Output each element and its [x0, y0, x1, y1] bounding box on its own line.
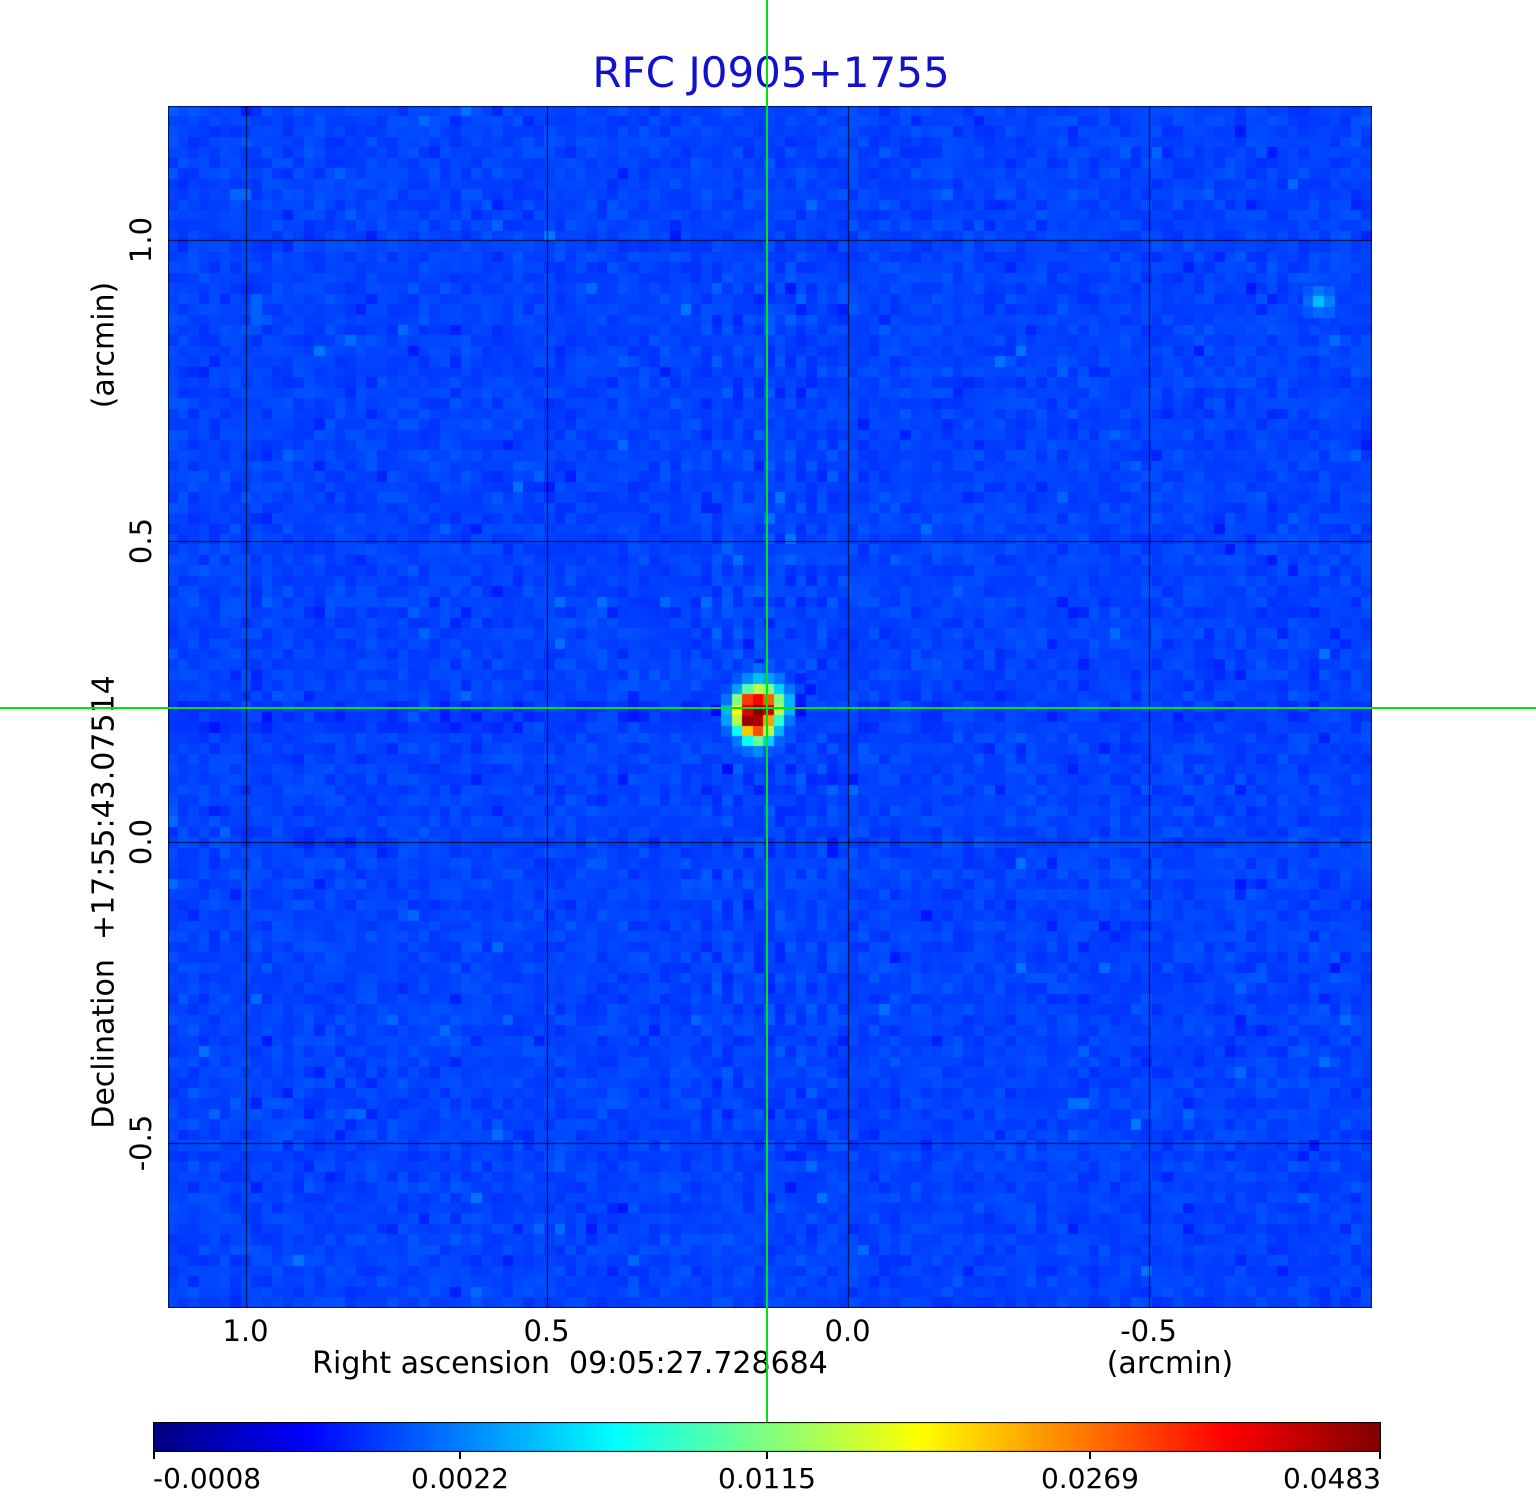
- figure-title: RFC J0905+1755: [592, 48, 950, 97]
- x-tick-label: -0.5: [1120, 1314, 1177, 1348]
- sky-map-heatmap: [168, 106, 1372, 1308]
- colorbar-tick-label: 0.0115: [718, 1462, 816, 1495]
- x-tick-label: 0.5: [523, 1314, 570, 1348]
- x-axis-label: Right ascension 09:05:27.728684: [312, 1346, 828, 1381]
- x-tick-label: 0.0: [824, 1314, 871, 1348]
- crosshair-vertical-line: [765, 0, 768, 1422]
- y-axis-unit-label: (arcmin): [86, 281, 122, 409]
- colorbar-tick: [1379, 1452, 1381, 1459]
- colorbar-tick: [1088, 1452, 1091, 1459]
- y-tick-label: -0.5: [124, 1114, 158, 1172]
- colorbar-tick: [766, 1452, 768, 1459]
- colorbar: [153, 1422, 1381, 1452]
- crosshair-horizontal-line: [0, 707, 1536, 710]
- colorbar-tick-label: 0.0483: [1283, 1462, 1381, 1495]
- y-axis-label: Declination +17:55:43.07514: [86, 675, 122, 1129]
- y-tick-label: 0.0: [124, 818, 158, 866]
- y-tick-label: 1.0: [124, 216, 158, 264]
- colorbar-tick-label: 0.0022: [411, 1462, 509, 1495]
- y-tick-label: 0.5: [124, 517, 158, 565]
- x-tick-label: 1.0: [222, 1314, 269, 1348]
- x-axis-unit-label: (arcmin): [1106, 1346, 1234, 1381]
- colorbar-tick: [153, 1452, 155, 1459]
- colorbar-tick-label: -0.0008: [153, 1462, 262, 1495]
- colorbar-tick: [459, 1452, 461, 1459]
- colorbar-tick-label: 0.0269: [1040, 1462, 1139, 1495]
